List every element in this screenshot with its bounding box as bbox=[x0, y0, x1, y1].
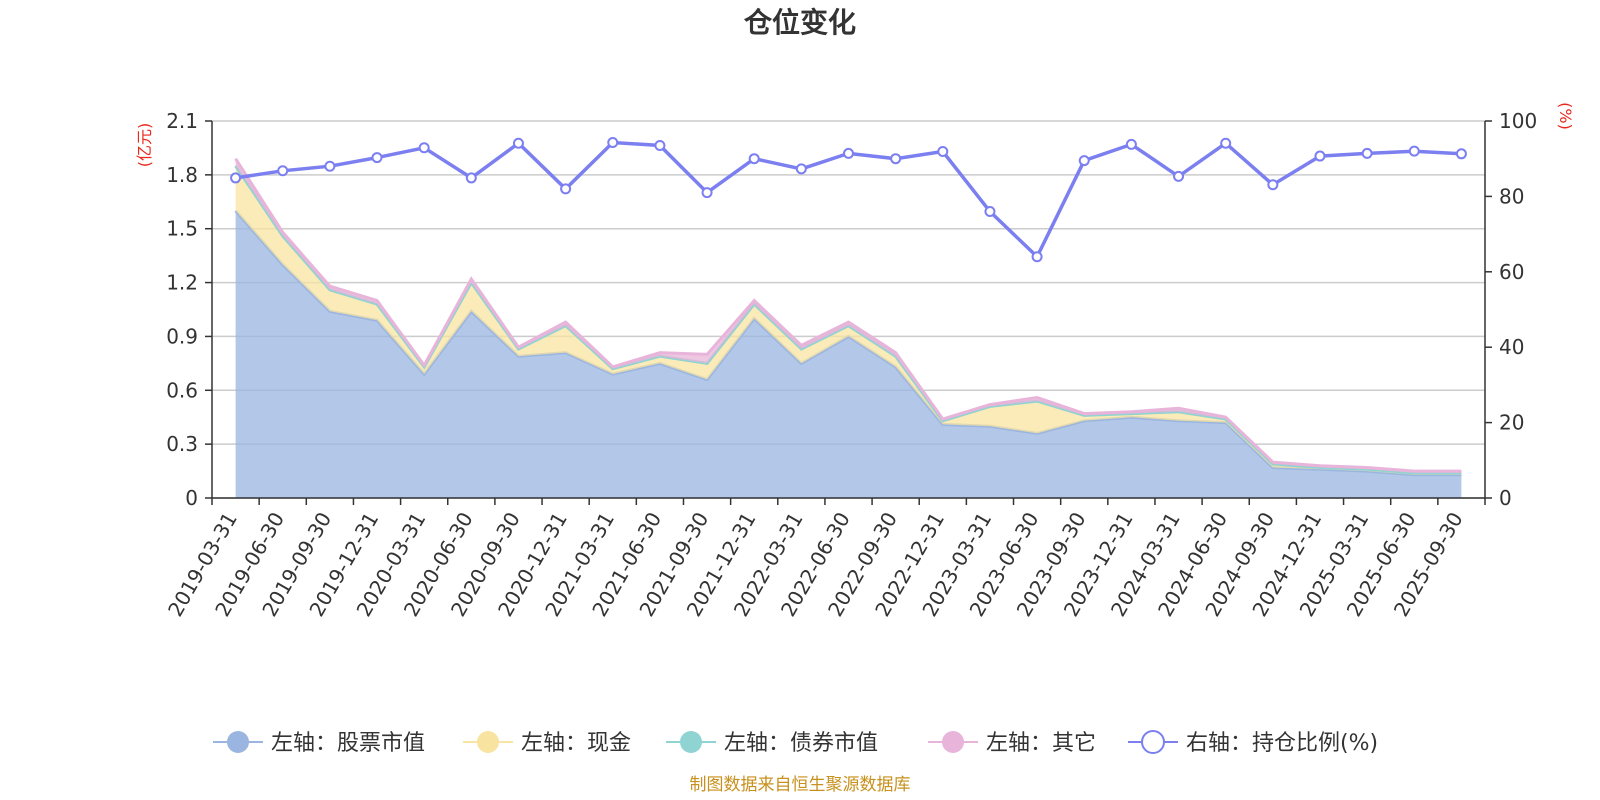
position-ratio-point[interactable] bbox=[277, 165, 289, 177]
series-3-line bbox=[234, 157, 1462, 473]
position-ratio-point[interactable] bbox=[1361, 147, 1373, 159]
y-left-tick-label: 2.1 bbox=[166, 109, 198, 133]
y-left-tick-label: 0 bbox=[185, 486, 198, 510]
position-ratio-point[interactable] bbox=[1314, 150, 1326, 162]
position-ratio-point[interactable] bbox=[1125, 138, 1137, 150]
position-ratio-point[interactable] bbox=[1267, 179, 1279, 191]
y-left-tick-label: 1.2 bbox=[166, 271, 198, 295]
position-ratio-point[interactable] bbox=[371, 152, 383, 164]
series-0-area bbox=[235, 210, 1462, 499]
y-right-tick-label: 80 bbox=[1499, 184, 1524, 208]
position-ratio-point[interactable] bbox=[1173, 170, 1185, 182]
position-ratio-point[interactable] bbox=[607, 136, 619, 148]
position-ratio-point[interactable] bbox=[795, 163, 807, 175]
y-right-unit: (%) bbox=[1556, 102, 1575, 130]
position-ratio-point[interactable] bbox=[1220, 137, 1232, 149]
legend-item-4[interactable]: 右轴：持仓比例(%) bbox=[1128, 730, 1378, 756]
legend: 左轴：股票市值 左轴：现金 左轴：债券市值 左轴：其它 右轴：持仓比例(%) bbox=[213, 730, 1378, 756]
legend-swatch-marker bbox=[477, 731, 499, 753]
stacked-areas bbox=[234, 157, 1462, 499]
position-ratio-point[interactable] bbox=[1031, 251, 1043, 263]
y-left-tick-label: 0.6 bbox=[166, 378, 198, 402]
position-ratio-point[interactable] bbox=[560, 183, 572, 195]
position-ratio-point[interactable] bbox=[890, 153, 902, 165]
legend-swatch-marker bbox=[1141, 730, 1165, 754]
y-right-tick-label: 20 bbox=[1499, 411, 1524, 435]
position-ratio-point[interactable] bbox=[748, 153, 760, 165]
legend-item-2[interactable]: 左轴：债券市值 bbox=[666, 731, 878, 756]
chart-title: 仓位变化 bbox=[744, 6, 856, 39]
position-ratio-point[interactable] bbox=[1078, 155, 1090, 167]
y-left-tick-label: 1.5 bbox=[166, 217, 198, 241]
y-right-tick-label: 60 bbox=[1499, 260, 1524, 284]
y-left-tick-label: 0.9 bbox=[166, 324, 198, 348]
position-ratio-point[interactable] bbox=[1408, 145, 1420, 157]
position-ratio-point[interactable] bbox=[230, 172, 242, 184]
position-ratio-point[interactable] bbox=[465, 172, 477, 184]
position-ratio-point[interactable] bbox=[418, 142, 430, 154]
position-ratio-point[interactable] bbox=[984, 205, 996, 217]
y-left-tick-label: 0.3 bbox=[166, 432, 198, 456]
legend-item-0[interactable]: 左轴：股票市值 bbox=[213, 731, 425, 756]
y-right-tick-label: 0 bbox=[1499, 486, 1512, 510]
position-ratio-point[interactable] bbox=[701, 187, 713, 199]
legend-label: 左轴：现金 bbox=[521, 731, 631, 756]
legend-swatch-marker bbox=[680, 731, 702, 753]
legend-item-1[interactable]: 左轴：现金 bbox=[463, 731, 631, 756]
position-ratio-point[interactable] bbox=[843, 147, 854, 159]
position-ratio-series bbox=[230, 136, 1467, 263]
legend-item-3[interactable]: 左轴：其它 bbox=[928, 731, 1096, 756]
data-source-note: 制图数据来自恒生聚源数据库 bbox=[690, 775, 911, 795]
position-ratio-point[interactable] bbox=[654, 140, 666, 152]
y-left-tick-label: 1.8 bbox=[166, 163, 198, 187]
legend-label: 右轴：持仓比例(%) bbox=[1186, 731, 1378, 756]
position-ratio-line bbox=[235, 140, 1462, 260]
y-left-unit: (亿元) bbox=[135, 123, 154, 168]
y-right-tick-label: 100 bbox=[1499, 109, 1537, 133]
position-ratio-point[interactable] bbox=[512, 137, 524, 149]
position-ratio-point[interactable] bbox=[937, 146, 949, 158]
legend-label: 左轴：其它 bbox=[986, 731, 1096, 756]
position-ratio-point[interactable] bbox=[324, 160, 336, 172]
legend-label: 左轴：债券市值 bbox=[724, 731, 878, 756]
position-ratio-point[interactable] bbox=[1455, 148, 1467, 160]
legend-swatch-marker bbox=[942, 731, 964, 753]
legend-swatch-marker bbox=[227, 731, 249, 753]
y-right-tick-label: 40 bbox=[1499, 335, 1524, 359]
legend-label: 左轴：股票市值 bbox=[271, 731, 425, 756]
